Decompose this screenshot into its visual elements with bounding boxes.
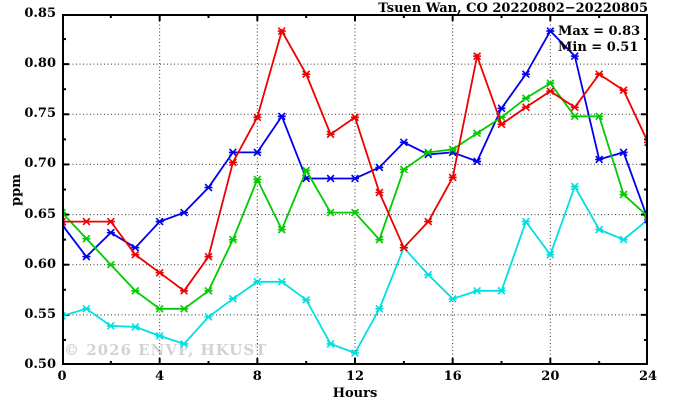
plot-border — [62, 14, 648, 365]
y-tick-label: 0.55 — [24, 306, 56, 322]
chart-title: Tsuen Wan, CO 20220802−20220805 — [378, 1, 648, 16]
chart-canvas — [62, 14, 648, 365]
series-red-line-markers — [62, 27, 648, 295]
y-axis-label: ppm — [8, 174, 24, 206]
min-label: Min = 0.51 — [558, 40, 639, 55]
y-tick-label: 0.70 — [24, 156, 56, 172]
x-tick-label: 20 — [541, 369, 560, 384]
series-green-line-markers — [62, 79, 648, 313]
y-tick-label: 0.50 — [24, 357, 56, 372]
watermark: © 2026 ENVF, HKUST — [64, 341, 268, 359]
x-tick-label: 4 — [155, 369, 165, 384]
max-label: Max = 0.83 — [558, 24, 641, 39]
x-tick-label: 0 — [57, 369, 67, 384]
series-red-line — [62, 28, 648, 293]
x-axis-label: Hours — [332, 386, 378, 401]
plot-area — [62, 14, 648, 365]
x-tick-label: 16 — [443, 369, 462, 384]
x-tick-label: 8 — [252, 369, 262, 384]
y-tick-label: 0.85 — [24, 6, 56, 21]
y-tick-label: 0.75 — [24, 106, 56, 122]
y-tick-label: 0.65 — [24, 206, 56, 222]
x-tick-label: 24 — [638, 369, 658, 384]
series-cyan-line-markers — [62, 182, 648, 357]
minmax-annotation: Max = 0.83 Min = 0.51 — [558, 24, 640, 56]
series-blue-line-markers — [62, 27, 648, 261]
y-tick-label: 0.60 — [24, 256, 56, 272]
x-tick-label: 12 — [345, 369, 365, 384]
y-tick-label: 0.80 — [24, 56, 56, 72]
